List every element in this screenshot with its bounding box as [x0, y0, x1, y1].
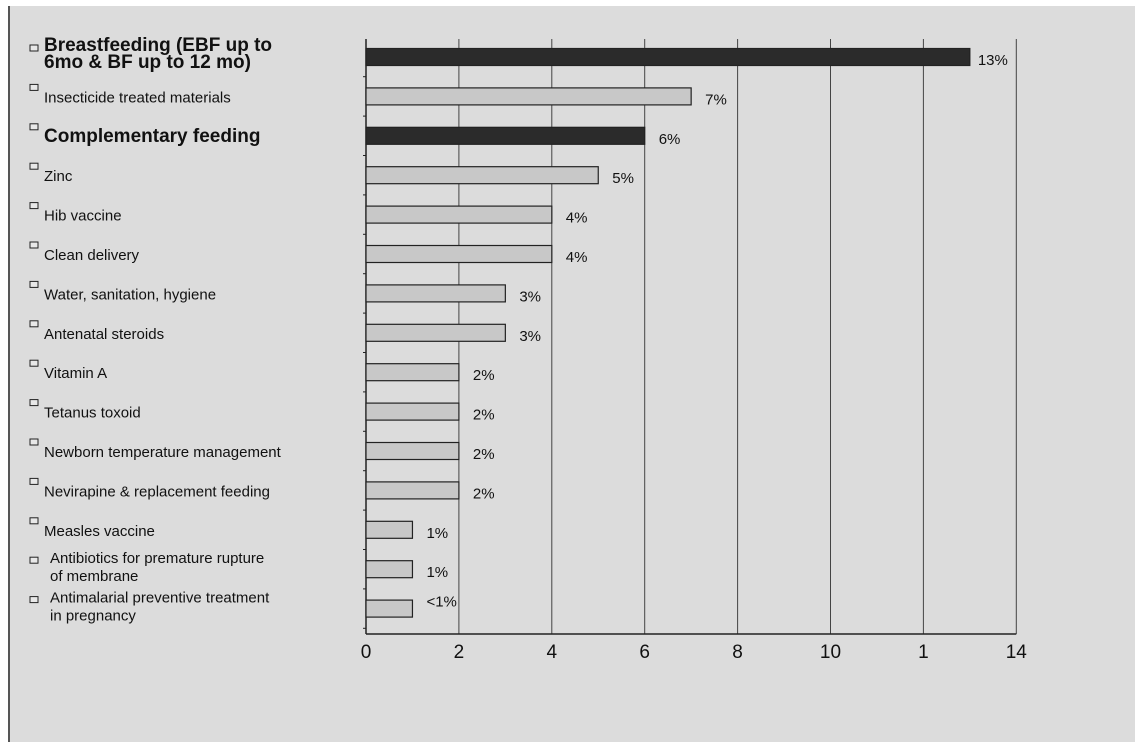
category-label: 6mo & BF up to 12 mo) [44, 52, 251, 73]
bar [365, 166, 599, 185]
x-tick-label: 14 [1006, 642, 1028, 663]
bullet-icon [29, 202, 39, 210]
bullet-icon [29, 359, 39, 367]
category-label: Breastfeeding (EBF up to [44, 35, 272, 56]
bar [365, 520, 414, 539]
bar [365, 363, 460, 382]
bar [365, 402, 460, 421]
bullet-icon [29, 280, 39, 288]
x-tick-label: 1 [918, 642, 929, 663]
bar-value-label: 1% [426, 525, 448, 542]
bar [365, 87, 692, 106]
x-tick-label: 8 [732, 642, 743, 663]
bar [365, 284, 506, 303]
bar [365, 244, 553, 264]
category-label: Measles vaccine [44, 523, 155, 540]
category-label: Zinc [44, 168, 73, 185]
x-tick-label: 0 [361, 642, 372, 663]
bar-value-label: 6% [659, 131, 681, 148]
x-tick-label: 2 [454, 642, 465, 663]
bullet-icon [29, 596, 39, 604]
bar-value-label: 2% [473, 407, 495, 424]
category-label: Insecticide treated materials [44, 89, 231, 106]
bullet-icon [29, 44, 39, 52]
category-label: Vitamin A [44, 365, 107, 382]
category-label: Hib vaccine [44, 208, 122, 225]
bullet-icon [29, 517, 39, 525]
bar-value-label: 2% [473, 367, 495, 384]
bar-value-label: 1% [426, 564, 448, 581]
bar-chart: 0 2 4 6 8 10 1 14 13% Breastfeeding (EBF up to6mo… [29, 35, 1028, 663]
bullet-icon [29, 123, 39, 131]
bar-value-label: 2% [473, 485, 495, 502]
bar [365, 47, 971, 67]
bar-value-label: 4% [566, 210, 588, 227]
bullet-icon [29, 162, 39, 170]
bullet-icon [29, 399, 39, 407]
category-label: in pregnancy [50, 608, 136, 625]
chart-frame: 0 2 4 6 8 10 1 14 13% Breastfeeding (EBF up to 6mo… [8, 6, 1135, 742]
category-label: Complementary feeding [44, 126, 260, 147]
bullet-icon [29, 320, 39, 328]
bullet-icon [29, 83, 39, 91]
category-label: Antenatal steroids [44, 326, 164, 343]
bar-value-label: 5% [612, 170, 634, 187]
bar-value-label: 3% [519, 328, 541, 345]
category-label: Clean delivery [44, 247, 140, 264]
x-tick-label: 10 [820, 642, 841, 663]
category-label: Antibiotics for premature rupture [50, 550, 264, 567]
bar [365, 126, 646, 145]
bullet-icon [29, 477, 39, 485]
category-label: Tetanus toxoid [44, 405, 141, 422]
category-label: Newborn temperature management [44, 444, 282, 461]
bar [365, 323, 506, 342]
category-label: Nevirapine & replacement feeding [44, 483, 270, 500]
bar [365, 481, 460, 500]
bar-value-label: 3% [519, 288, 541, 305]
x-tick-label: 4 [547, 642, 558, 663]
bullet-icon [29, 241, 39, 249]
bar-value-label: <1% [426, 594, 456, 611]
category-label: Antimalarial preventive treatment [50, 590, 270, 607]
bar [365, 441, 460, 461]
category-label: Water, sanitation, hygiene [44, 286, 216, 303]
bar-value-label: 2% [473, 446, 495, 463]
bullet-icon [29, 556, 39, 564]
x-tick-label: 6 [639, 642, 650, 663]
bullet-icon [29, 438, 39, 446]
bar-value-label: 7% [705, 91, 727, 108]
bar-value-label: 13% [978, 52, 1008, 69]
bar [365, 599, 414, 618]
category-label: of membrane [50, 568, 138, 585]
bar-value-label: 4% [566, 249, 588, 266]
bar [365, 205, 553, 224]
bar [365, 560, 414, 579]
